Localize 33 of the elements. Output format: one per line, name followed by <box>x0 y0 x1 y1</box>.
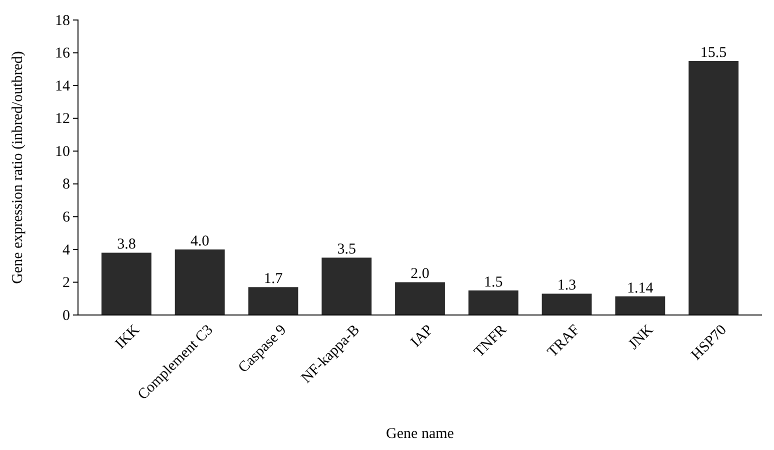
bar <box>174 249 225 315</box>
y-tick-label: 4 <box>62 242 70 258</box>
x-axis-title: Gene name <box>386 426 454 442</box>
y-tick-label: 12 <box>55 111 70 128</box>
data-label: 15.5 <box>700 44 727 61</box>
data-label: 2.0 <box>410 266 430 282</box>
y-tick-label: 8 <box>62 176 70 193</box>
data-label: 1.5 <box>484 274 503 290</box>
data-label: 4.0 <box>190 233 210 250</box>
y-tick-label: 6 <box>62 209 70 226</box>
data-label: 3.5 <box>337 242 356 258</box>
y-tick-label: 18 <box>55 12 70 29</box>
bar <box>615 296 666 315</box>
data-label: 1.7 <box>264 271 284 288</box>
y-axis-title: Gene expression ratio (inbred/outbred) <box>10 51 26 284</box>
y-tick-label: 10 <box>55 144 70 160</box>
bar <box>395 282 445 315</box>
bar <box>542 294 592 315</box>
data-label: 1.3 <box>557 278 576 294</box>
y-tick-label: 2 <box>62 275 70 292</box>
x-tick-label: IKK <box>112 322 143 352</box>
bar <box>101 252 152 315</box>
data-label: 3.8 <box>117 236 136 253</box>
bar <box>248 287 298 315</box>
x-tick-label: JNK <box>626 322 657 353</box>
bar <box>688 60 739 315</box>
bar <box>468 290 518 315</box>
y-tick-label: 14 <box>55 78 70 94</box>
y-tick-label: 0 <box>62 308 70 324</box>
bar <box>322 258 372 315</box>
y-tick-label: 16 <box>55 46 70 62</box>
x-tick-label: IAP <box>408 322 436 350</box>
data-label: 1.14 <box>627 280 654 296</box>
